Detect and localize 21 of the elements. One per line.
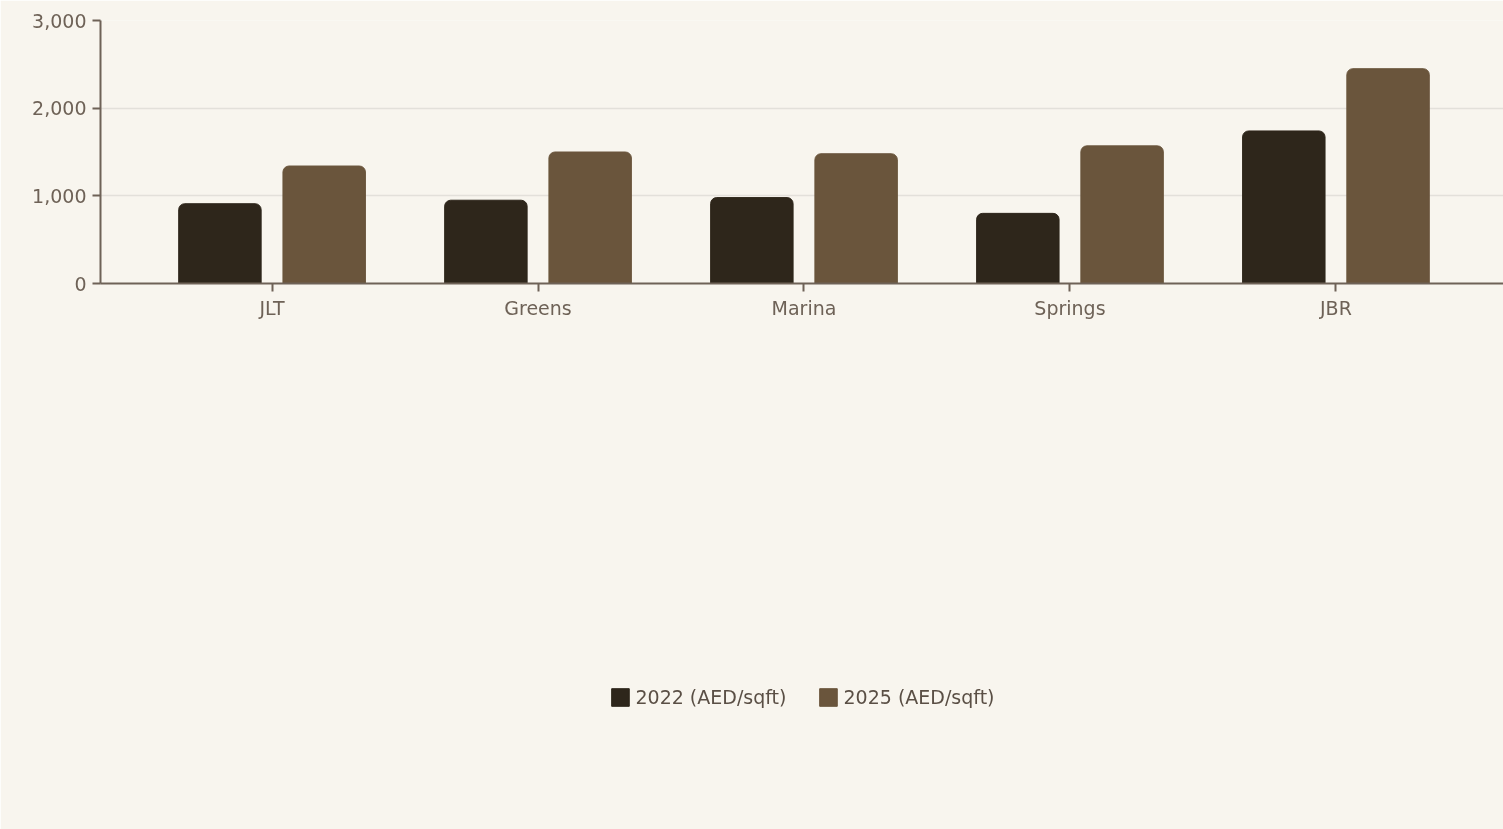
legend-label: 2025 (AED/sqft) — [843, 685, 995, 708]
bar — [178, 203, 262, 284]
bar — [548, 151, 632, 284]
y-tick-label: 1,000 — [32, 184, 87, 207]
bar — [1346, 68, 1430, 284]
y-tick-label: 0 — [74, 272, 87, 295]
bar — [814, 153, 898, 284]
legend-label: 2022 (AED/sqft) — [635, 685, 787, 708]
x-tick-label: JBR — [1319, 296, 1352, 319]
bar — [976, 212, 1060, 284]
y-tick-label: 2,000 — [32, 97, 87, 120]
x-tick-label: Greens — [504, 296, 572, 319]
bar — [282, 165, 366, 284]
x-tick-label: Springs — [1034, 296, 1106, 319]
y-tick-label: 3,000 — [32, 9, 87, 32]
x-tick-label: Marina — [771, 296, 837, 319]
bar — [444, 199, 528, 284]
bar — [710, 197, 794, 284]
bar — [1242, 130, 1326, 284]
bar — [1080, 145, 1164, 284]
x-tick-label: JLT — [258, 296, 286, 319]
